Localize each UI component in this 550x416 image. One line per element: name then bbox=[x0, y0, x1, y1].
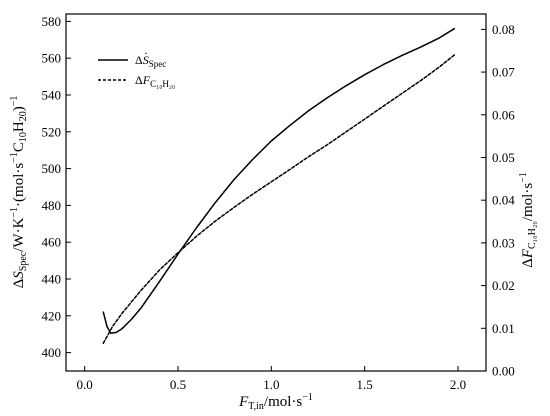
left-y-tick-label: 460 bbox=[42, 235, 62, 250]
series-layer bbox=[102, 27, 456, 344]
right-y-tick-label: 0.04 bbox=[492, 193, 515, 208]
right-y-tick-label: 0.07 bbox=[492, 65, 515, 80]
legend: ΔSSpec · ΔFC₁₀H₂₀ bbox=[98, 46, 175, 89]
x-tick-label: 1.0 bbox=[263, 377, 279, 392]
left-y-axis-ticks: 400 420 440 460 480 500 520 540 560 580 bbox=[42, 14, 71, 360]
right-y-tick-label: 0.05 bbox=[492, 150, 515, 165]
right-y-tick-label: 0.02 bbox=[492, 278, 515, 293]
left-y-axis-label: ΔSSpec/W·K−1·(mol·s−1C10H20)−1 bbox=[9, 96, 29, 289]
right-y-axis-ticks: 0.00 0.01 0.02 0.03 0.04 0.05 0.06 0.07 0.08 bbox=[481, 22, 515, 379]
left-y-tick-label: 560 bbox=[42, 51, 62, 66]
left-y-tick-label: 540 bbox=[42, 87, 62, 102]
left-y-tick-label: 480 bbox=[42, 198, 62, 213]
right-y-axis-label: ΔFC₁₀H₂₀/mol·s−1 bbox=[518, 172, 538, 268]
x-tick-label: 2.0 bbox=[450, 377, 466, 392]
series-line-f bbox=[102, 54, 456, 344]
x-tick-label: 0.0 bbox=[77, 377, 93, 392]
left-y-tick-label: 520 bbox=[42, 124, 62, 139]
plot-frame bbox=[65, 13, 487, 372]
left-y-tick-label: 420 bbox=[42, 308, 62, 323]
right-y-tick-label: 0.03 bbox=[492, 235, 515, 250]
x-tick-label: 0.5 bbox=[170, 377, 186, 392]
x-axis-label: FT,in/mol·s−1 bbox=[238, 392, 313, 412]
legend-label-f: ΔFC₁₀H₂₀ bbox=[135, 73, 175, 89]
right-y-tick-label: 0.00 bbox=[492, 364, 515, 379]
left-y-tick-label: 580 bbox=[42, 14, 62, 29]
left-y-tick-label: 400 bbox=[42, 345, 62, 360]
left-y-tick-label: 440 bbox=[42, 271, 62, 286]
legend-label-spec: ΔSSpec bbox=[135, 53, 166, 69]
x-tick-label: 1.5 bbox=[357, 377, 373, 392]
right-y-tick-label: 0.06 bbox=[492, 107, 515, 122]
right-y-tick-label: 0.01 bbox=[492, 321, 515, 336]
legend-dot-spec: · bbox=[144, 46, 148, 60]
right-y-tick-label: 0.08 bbox=[492, 22, 515, 37]
left-y-tick-label: 500 bbox=[42, 161, 62, 176]
series-line-spec bbox=[102, 27, 456, 335]
x-axis-ticks: 0.0 0.5 1.0 1.5 2.0 bbox=[77, 366, 466, 392]
